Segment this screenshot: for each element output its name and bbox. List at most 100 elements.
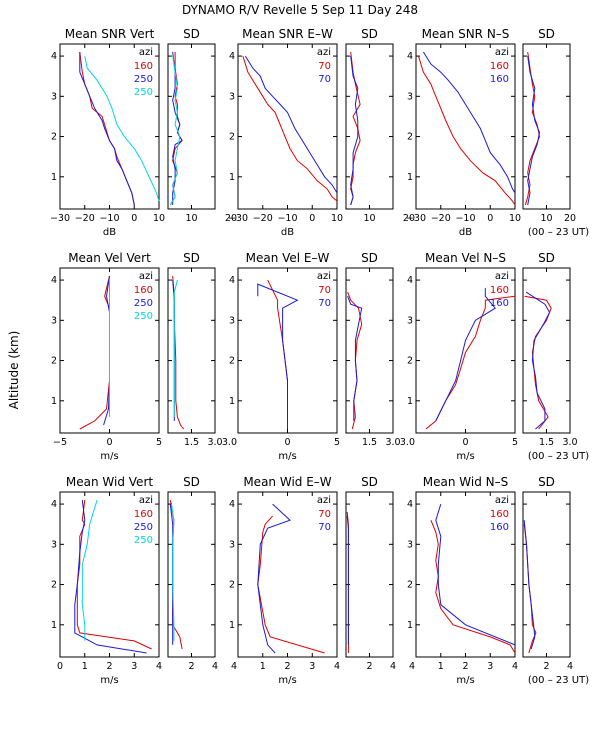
- panel-title: SD: [183, 27, 200, 41]
- x-tick-label: −20: [253, 213, 273, 224]
- x-tick-label: 4: [390, 661, 396, 672]
- legend-entry: 160: [134, 509, 153, 520]
- y-tick-label: 4: [229, 51, 235, 62]
- x-tick-label: 4: [212, 661, 218, 672]
- chart-panel-p14: SD 10: [345, 27, 394, 224]
- legend-entry: 250: [134, 535, 153, 546]
- x-tick-label: 1.5: [362, 437, 377, 448]
- y-tick-label: 1: [51, 396, 57, 407]
- y-tick-label: 2: [407, 356, 413, 367]
- y-tick-label: 4: [407, 275, 413, 286]
- panel-title: SD: [538, 27, 555, 41]
- y-tick-label: 1: [51, 620, 57, 631]
- x-tick-label: 10: [331, 213, 343, 224]
- y-tick-label: 3: [51, 315, 57, 326]
- y-tick-label: 2: [51, 132, 57, 143]
- y-tick-label: 2: [229, 580, 235, 591]
- series-line-red: [79, 275, 110, 430]
- series-line-red: [524, 51, 541, 206]
- x-tick-label: −10: [99, 213, 119, 224]
- x-tick-label: 2: [366, 661, 372, 672]
- legend-entry: 160: [134, 285, 153, 296]
- x-tick-label: 2: [462, 661, 468, 672]
- chart-panel-p22: SD 1.5 3.0: [167, 251, 223, 448]
- series-line-red: [350, 51, 361, 206]
- panel-title: SD: [183, 251, 200, 265]
- x-tick-label: 3.0: [207, 437, 222, 448]
- x-tick-label: 3: [309, 661, 315, 672]
- legend-title: azi: [495, 271, 509, 282]
- chart-panel-p11: Mean SNR Vert 1 2 3 4 −30 −20 −10 0 10 dB azi 160 250…: [50, 27, 165, 238]
- x-tick-label: −10: [277, 213, 297, 224]
- panel-title: Mean Vel N–S: [425, 251, 506, 265]
- series-line-blue: [350, 56, 359, 206]
- x-tick-label: 10: [363, 213, 375, 224]
- ut-note: (00 – 23 UT): [528, 227, 589, 238]
- x-tick-label: −30: [228, 213, 248, 224]
- panel-title: Mean SNR E–W: [242, 27, 333, 41]
- x-axis-label: dB: [281, 227, 294, 238]
- y-tick-label: 3: [229, 315, 235, 326]
- y-tick-label: 4: [51, 499, 57, 510]
- chart-panel-p23: Mean Vel E–W 1 2 3 4 0 5 3.0 m/s azi 70 70: [222, 251, 340, 462]
- x-tick-label: 2: [106, 661, 112, 672]
- panel-title: Mean SNR N–S: [422, 27, 510, 41]
- x-tick-label: 3: [487, 661, 493, 672]
- y-tick-label: 1: [407, 172, 413, 183]
- series-line-blue: [347, 296, 363, 421]
- y-tick-label: 2: [229, 356, 235, 367]
- x-tick-label: −10: [455, 213, 475, 224]
- chart-panel-p26: SD 1.5 3.0 (00 – 23 UT): [522, 251, 589, 462]
- series-line-red: [418, 55, 516, 206]
- plot-frame: [522, 267, 571, 434]
- x-tick-label: −5: [53, 437, 67, 448]
- chart-panel-p32: SD 2 4: [167, 475, 218, 672]
- panel-title: Mean Wid E–W: [243, 475, 331, 489]
- panel-title: Mean Wid Vert: [66, 475, 153, 489]
- chart-panel-p36: SD 2 4 (00 – 23 UT): [522, 475, 589, 686]
- x-tick-label: 3: [131, 661, 137, 672]
- x-tick-label: −30: [50, 213, 70, 224]
- x-tick-label: 5: [156, 437, 162, 448]
- series-line-red: [524, 295, 552, 430]
- y-tick-label: 4: [51, 51, 57, 62]
- x-tick-label-overlap: 3.0: [222, 437, 237, 448]
- y-tick-label: 4: [407, 499, 413, 510]
- series-line-cyan: [84, 56, 160, 202]
- chart-panel-p12: SD 10: [167, 27, 216, 224]
- y-tick-label: 1: [229, 172, 235, 183]
- x-axis-label: dB: [103, 227, 116, 238]
- y-tick-label: 4: [229, 275, 235, 286]
- series-line-red: [242, 55, 338, 202]
- series-line-cyan: [171, 504, 175, 641]
- panel-title: Mean Vel E–W: [246, 251, 330, 265]
- x-tick-label: 1.5: [184, 437, 199, 448]
- chart-panel-p25: Mean Vel N–S 1 2 3 4 0 5 3.0 m/s azi 160 160: [400, 251, 518, 462]
- y-tick-label: 4: [51, 275, 57, 286]
- legend-title: azi: [139, 47, 153, 58]
- plot-frame: [345, 267, 394, 434]
- series-line-cyan: [81, 499, 98, 641]
- x-tick-label: −20: [75, 213, 95, 224]
- chart-panel-p13: Mean SNR E–W 1 2 3 4 −30 −20 −10 0 10 20 dB azi 70 70: [225, 27, 343, 238]
- legend-entry: 160: [134, 61, 153, 72]
- series-line-blue: [103, 275, 110, 426]
- chart-panel-p21: Mean Vel Vert 1 2 3 4 −5 0 5 m/s azi 160 250 250: [51, 251, 162, 462]
- series-line-blue: [527, 56, 541, 206]
- legend-entry: 160: [490, 298, 509, 309]
- y-tick-label: 3: [51, 91, 57, 102]
- x-tick-label: 10: [185, 213, 197, 224]
- y-tick-label: 2: [51, 356, 57, 367]
- x-tick-label: −20: [431, 213, 451, 224]
- x-axis-label: m/s: [278, 675, 296, 686]
- legend-entry: 70: [318, 509, 331, 520]
- x-tick-label: −30: [406, 213, 426, 224]
- chart-panel-p33: Mean Wid E–W 1 2 3 4 1 2 3 4 4 m/s azi 70 70: [229, 475, 340, 686]
- legend-entry: 160: [490, 74, 509, 85]
- chart-panel-p34: SD 2 4: [345, 475, 396, 672]
- plot-frame: [522, 491, 571, 658]
- legend-title: azi: [495, 47, 509, 58]
- x-tick-label: 10: [540, 213, 552, 224]
- series-line-red: [347, 291, 363, 430]
